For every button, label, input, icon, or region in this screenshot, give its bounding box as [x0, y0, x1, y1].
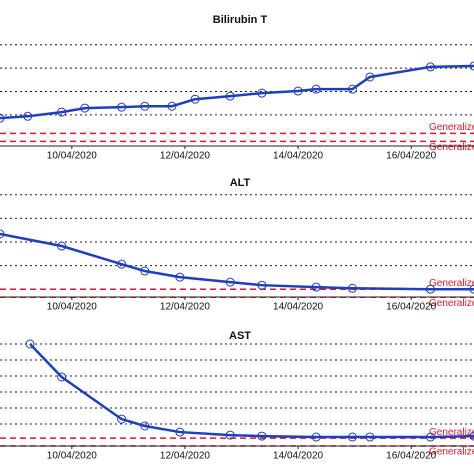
x-tick-label: 12/04/2020	[160, 451, 210, 462]
data-line	[0, 64, 474, 120]
data-point	[225, 277, 235, 287]
x-tick-label: 16/04/2020	[386, 151, 436, 162]
x-tick-label: 12/04/2020	[160, 151, 210, 162]
data-point	[175, 272, 185, 282]
data-point	[311, 84, 321, 94]
data-point	[347, 283, 357, 293]
data-point	[425, 62, 435, 72]
data-point	[57, 241, 67, 251]
data-point	[257, 431, 267, 441]
data-point	[117, 259, 127, 269]
data-point	[167, 101, 177, 111]
data-point	[175, 427, 185, 437]
reference-label: Generalized	[429, 447, 474, 458]
data-point	[57, 372, 67, 382]
x-tick-label: 14/04/2020	[273, 302, 323, 313]
data-point	[293, 86, 303, 96]
x-tick-label: 10/04/2020	[47, 151, 97, 162]
data-point	[425, 432, 435, 442]
data-point	[469, 61, 474, 71]
data-point	[117, 414, 127, 424]
data-point	[57, 107, 67, 117]
x-tick-label: 16/04/2020	[386, 302, 436, 313]
data-point	[23, 111, 33, 121]
x-tick-label: 16/04/2020	[386, 451, 436, 462]
x-tick-label: 14/04/2020	[273, 151, 323, 162]
data-point	[225, 91, 235, 101]
data-point	[140, 266, 150, 276]
data-point	[311, 282, 321, 292]
chart-title: ALT	[230, 177, 251, 189]
data-point	[225, 430, 235, 440]
data-line	[0, 232, 474, 291]
data-point	[469, 431, 474, 441]
chart-title: AST	[229, 330, 251, 342]
reference-label: Generalized	[429, 298, 474, 309]
data-point	[80, 103, 90, 113]
data-point	[140, 421, 150, 431]
data-point	[347, 84, 357, 94]
data-point	[117, 102, 127, 112]
data-point	[25, 339, 35, 349]
reference-label: Generalized	[429, 122, 474, 133]
data-point	[257, 280, 267, 290]
reference-label: Generalized	[429, 278, 474, 289]
x-tick-label: 10/04/2020	[47, 302, 97, 313]
data-point	[0, 113, 5, 123]
reference-label: Generalized	[429, 142, 474, 153]
x-tick-label: 14/04/2020	[273, 451, 323, 462]
data-point	[365, 432, 375, 442]
x-tick-label: 10/04/2020	[47, 451, 97, 462]
data-point	[257, 88, 267, 98]
data-point	[365, 72, 375, 82]
data-point	[347, 432, 357, 442]
reference-label: Generalized	[429, 427, 474, 438]
data-point	[190, 94, 200, 104]
data-point	[311, 432, 321, 442]
data-point	[0, 229, 5, 239]
data-point	[140, 101, 150, 111]
chart-title: Bilirubin T	[213, 14, 268, 26]
x-tick-label: 12/04/2020	[160, 302, 210, 313]
data-point	[425, 284, 435, 294]
data-line	[29, 343, 474, 439]
data-point	[469, 284, 474, 294]
